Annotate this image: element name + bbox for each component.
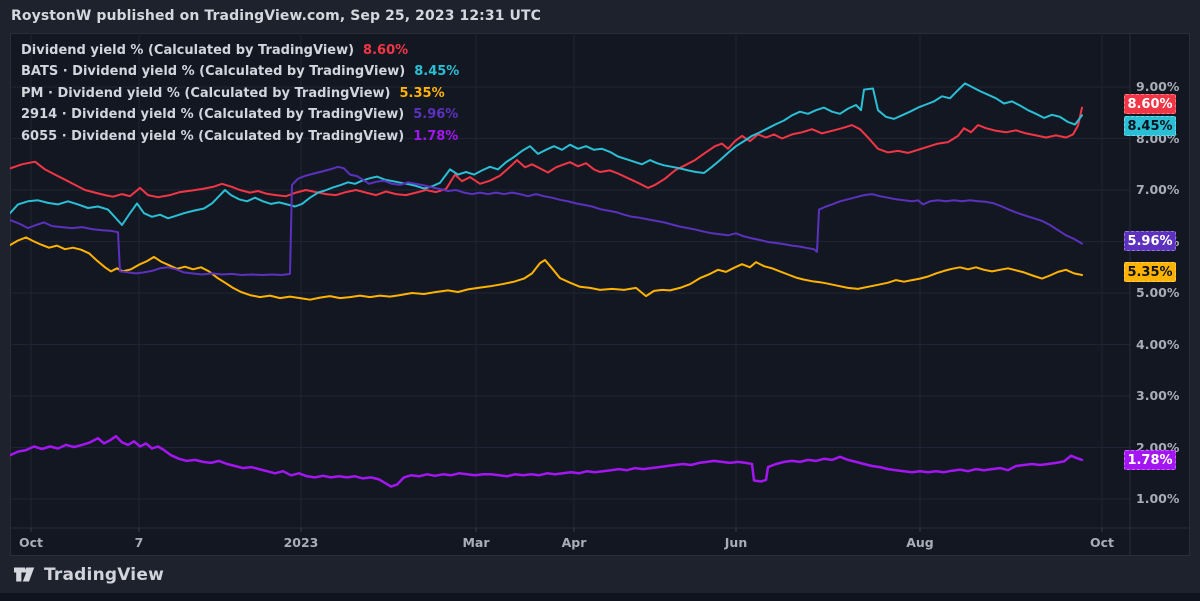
price-label-5.96%: 5.96% — [1124, 231, 1176, 251]
price-label-8.45%: 8.45% — [1124, 116, 1176, 136]
x-axis-tick-label: Mar — [462, 535, 490, 550]
legend-value: 8.45% — [414, 64, 460, 80]
legend-value: 1.78% — [413, 128, 459, 144]
y-axis-tick-label: 3.00% — [1136, 388, 1180, 403]
legend-row-1: BATS · Dividend yield % (Calculated by T… — [21, 61, 459, 82]
bottom-edge-bar — [0, 593, 1200, 601]
x-axis-tick-label: Apr — [561, 535, 587, 550]
price-label-5.35%: 5.35% — [1124, 262, 1176, 282]
legend-label: Dividend yield % (Calculated by TradingV… — [21, 43, 355, 58]
legend-label: 6055 · Dividend yield % (Calculated by T… — [21, 128, 405, 144]
legend-label: PM · Dividend yield % (Calculated by Tra… — [21, 85, 391, 101]
y-axis-tick-label: 5.00% — [1136, 285, 1180, 300]
y-axis-tick-label: 9.00% — [1136, 79, 1180, 94]
price-label-8.60%: 8.60% — [1124, 94, 1176, 114]
x-axis-tick-label: Oct — [1089, 535, 1114, 550]
tradingview-brand-link[interactable]: TradingView — [13, 556, 164, 593]
legend-value: 5.35% — [399, 85, 445, 101]
x-axis-tick-label: Oct — [18, 535, 43, 550]
legend-row-2: PM · Dividend yield % (Calculated by Tra… — [21, 83, 459, 104]
x-axis-tick-label: Jun — [724, 535, 748, 550]
x-axis-tick-label: Aug — [906, 535, 934, 550]
footer-strip: TradingView — [0, 556, 1200, 593]
legend: Dividend yield % (Calculated by TradingV… — [21, 40, 459, 147]
price-label-1.78%: 1.78% — [1124, 450, 1176, 470]
y-axis-tick-label: 1.00% — [1136, 491, 1180, 506]
brand-text: TradingView — [44, 564, 164, 585]
legend-label: 2914 · Dividend yield % (Calculated by T… — [21, 107, 405, 123]
legend-value: 5.96% — [413, 107, 459, 123]
x-axis-tick-label: 2023 — [283, 535, 319, 550]
x-axis-tick-label: 7 — [134, 535, 144, 550]
legend-value: 8.60% — [363, 43, 409, 58]
legend-row-4: 6055 · Dividend yield % (Calculated by T… — [21, 126, 459, 147]
y-axis-tick-label: 4.00% — [1136, 336, 1180, 352]
attribution-text: RoystonW published on TradingView.com, S… — [11, 8, 542, 24]
legend-row-3: 2914 · Dividend yield % (Calculated by T… — [21, 104, 459, 125]
tradingview-logo-icon — [13, 565, 36, 584]
y-axis-tick-label: 7.00% — [1136, 182, 1180, 197]
legend-label: BATS · Dividend yield % (Calculated by T… — [21, 64, 406, 80]
legend-row-0: Dividend yield % (Calculated by TradingV… — [21, 40, 459, 61]
